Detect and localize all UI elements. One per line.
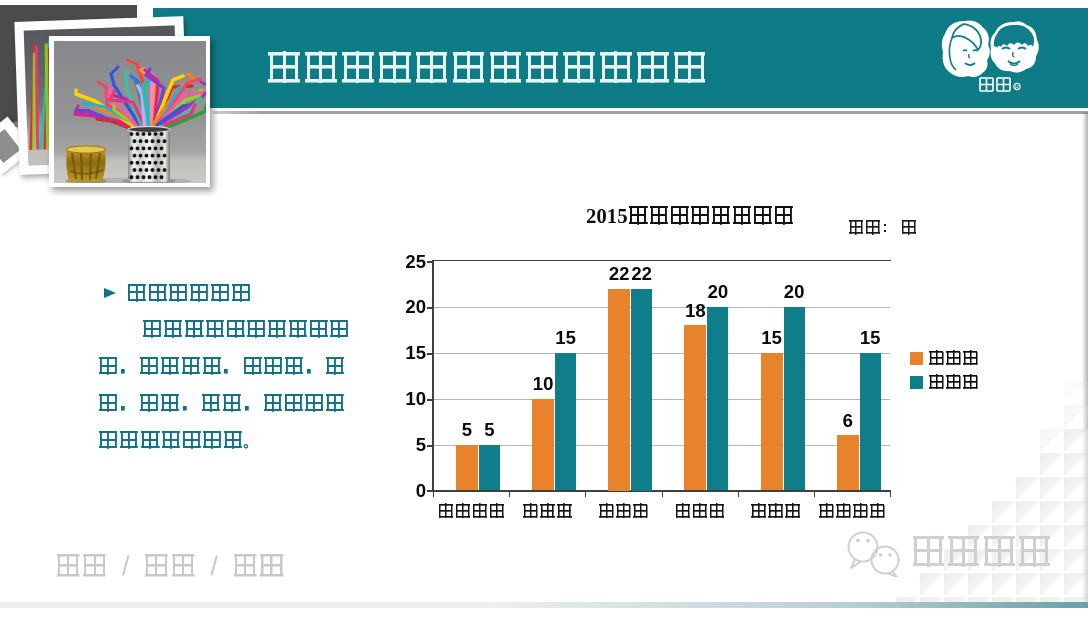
svg-text:R: R <box>1015 85 1019 91</box>
